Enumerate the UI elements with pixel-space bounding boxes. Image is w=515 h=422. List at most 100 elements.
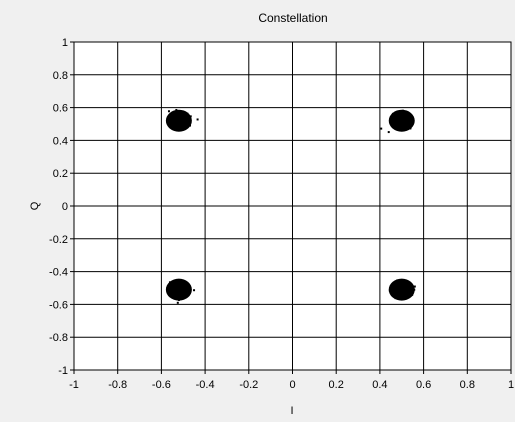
y-tick-label: 1: [62, 37, 68, 49]
data-point: [404, 119, 407, 122]
data-point: [178, 290, 181, 293]
data-point: [407, 115, 410, 118]
data-point: [405, 290, 408, 293]
data-point: [175, 293, 178, 296]
data-point: [180, 290, 183, 293]
data-point: [399, 283, 402, 286]
data-point: [176, 115, 179, 118]
data-point: [177, 288, 180, 291]
data-point: [390, 115, 393, 118]
data-point: [182, 114, 185, 117]
data-point: [395, 116, 398, 119]
data-point: [187, 113, 190, 116]
data-point: [392, 118, 395, 121]
data-point: [402, 121, 405, 124]
data-point: [403, 289, 406, 292]
data-point: [172, 123, 175, 126]
data-point: [401, 122, 404, 125]
data-point: [403, 124, 406, 127]
data-point: [401, 124, 404, 127]
data-point: [406, 123, 409, 126]
y-axis-label: Q: [29, 201, 41, 210]
data-point: [186, 284, 189, 287]
data-point: [170, 291, 173, 294]
data-point: [196, 118, 199, 121]
data-point: [173, 295, 176, 298]
data-point: [395, 118, 398, 121]
data-point: [400, 285, 403, 288]
data-point: [173, 283, 176, 286]
x-tick-label: -0.2: [239, 379, 258, 391]
x-tick-label: 0.8: [460, 379, 475, 391]
data-point: [392, 286, 395, 289]
data-point: [178, 126, 181, 129]
data-point: [183, 116, 186, 119]
data-points: [165, 108, 416, 304]
data-point: [393, 288, 396, 291]
data-point: [406, 284, 409, 287]
data-point: [400, 121, 403, 124]
data-point: [170, 287, 173, 290]
data-point: [413, 288, 416, 291]
x-tick-label: -0.6: [152, 379, 171, 391]
data-point: [183, 121, 186, 124]
data-point: [189, 124, 192, 127]
y-tick-label: 0.6: [53, 103, 68, 115]
data-point: [176, 124, 179, 127]
data-point: [397, 127, 400, 130]
data-point: [184, 119, 187, 122]
data-point: [391, 113, 394, 116]
data-point: [187, 290, 190, 293]
data-point: [178, 116, 181, 119]
data-point: [176, 284, 179, 287]
data-point: [186, 294, 189, 297]
data-point: [405, 115, 408, 118]
data-point: [398, 285, 401, 288]
data-point: [411, 293, 414, 296]
y-tick-label: -0.6: [49, 299, 68, 311]
data-point: [397, 122, 400, 125]
data-point: [407, 290, 410, 293]
data-point: [400, 288, 403, 291]
data-point: [402, 293, 405, 296]
data-point: [402, 295, 405, 298]
data-point: [394, 297, 397, 300]
data-point: [409, 115, 412, 118]
grid-lines: [73, 41, 512, 371]
data-point: [186, 288, 189, 291]
y-tick-label: -1: [58, 365, 68, 377]
data-point: [183, 286, 186, 289]
data-point: [177, 115, 180, 118]
data-point: [186, 122, 189, 125]
data-point: [178, 286, 181, 289]
data-point: [169, 286, 172, 289]
data-point: [168, 281, 171, 284]
data-point: [169, 291, 172, 294]
data-point: [181, 122, 184, 125]
data-point: [404, 294, 407, 297]
data-point: [182, 289, 185, 292]
data-point: [173, 291, 176, 294]
data-point: [396, 279, 399, 282]
data-point: [408, 123, 411, 126]
data-point: [406, 293, 409, 296]
data-point: [173, 118, 176, 121]
data-point: [398, 291, 401, 294]
data-point: [394, 287, 397, 290]
data-point: [400, 292, 403, 295]
data-point: [411, 288, 414, 291]
data-point: [399, 115, 402, 118]
x-tick-label: -0.8: [108, 379, 127, 391]
data-point: [390, 291, 393, 294]
data-point: [409, 120, 412, 123]
data-point: [177, 121, 180, 124]
data-point: [179, 284, 182, 287]
data-point: [396, 113, 399, 116]
data-point: [402, 290, 405, 293]
data-point: [167, 110, 170, 113]
constellation-cluster: [380, 109, 415, 134]
data-point: [408, 119, 411, 122]
x-axis-label: I: [290, 405, 293, 417]
